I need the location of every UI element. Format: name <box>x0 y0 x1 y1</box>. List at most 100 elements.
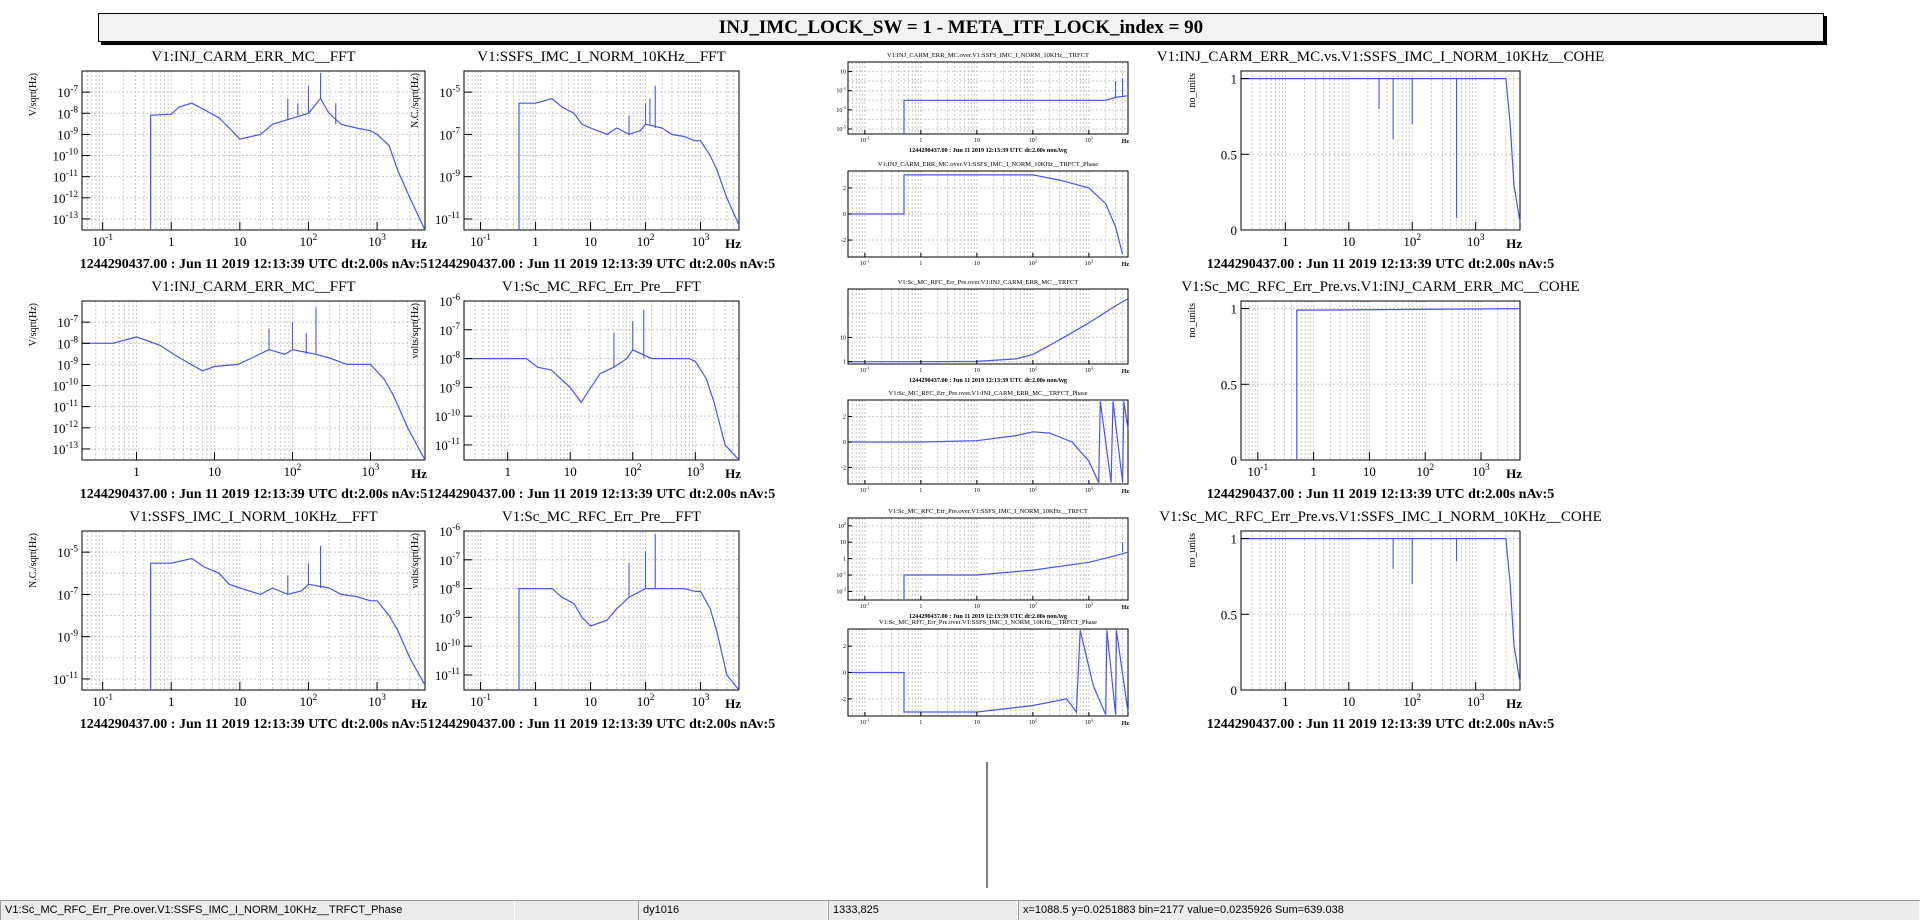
y-tick-label-p1-0: 10-7 <box>57 84 78 100</box>
y-tick-label-p3-3: 10-5 <box>836 124 846 133</box>
chart-p2: 10-1 1 10 102 10310-510-710-910-11V1:SSFS_IM… <box>410 49 775 272</box>
page-title: INJ_IMC_LOCK_SW = 1 - META_ITF_LOCK_inde… <box>98 13 1824 42</box>
chart-footer-p10: 1244290437.00 : Jun 11 2019 12:13:39 UTC… <box>1207 487 1554 502</box>
x-tick-label-p15-1: 10 <box>1342 694 1355 709</box>
grid-p2 <box>463 70 740 230</box>
x-tick-label-p12-0: 10-1 <box>470 693 491 709</box>
y-tick-label-p1-1: 10-8 <box>57 105 78 121</box>
x-tick-label-p14-3: 102 <box>1029 717 1037 726</box>
chart-p1: 10-1 1 10 102 10310-710-810-910-1010-1110-12… <box>28 49 427 272</box>
y-tick-label-p1-3: 10-10 <box>53 148 79 164</box>
x-axis-label-p6: Hz <box>411 466 427 481</box>
y-tick-label-p6-5: 10-12 <box>53 420 79 436</box>
chart-title-p8: V1:Sc_MC_RFC_Err_Pre.over.V1:INJ_CARM_ER… <box>898 279 1079 286</box>
x-tick-label-p6-1: 10 <box>208 464 221 479</box>
x-tick-label-p9-2: 10 <box>974 488 980 494</box>
y-tick-label-p12-1: 10-7 <box>439 552 460 568</box>
y-tick-label-p4-0: 2 <box>843 186 846 192</box>
y-tick-label-p12-2: 10-8 <box>439 581 460 597</box>
x-tick-label-p2-2: 10 <box>584 234 597 249</box>
x-tick-label-p13-3: 102 <box>1029 601 1037 610</box>
chart-footer-p1: 1244290437.00 : Jun 11 2019 12:13:39 UTC… <box>80 257 427 272</box>
x-axis-label-p14: Hz <box>1122 721 1130 727</box>
x-tick-label-p10-4: 103 <box>1472 463 1490 479</box>
y-axis-label-p12: volts/sqrt(Hz) <box>410 533 421 589</box>
x-tick-label-p14-4: 103 <box>1085 717 1093 726</box>
x-axis-label-p15: Hz <box>1506 696 1522 711</box>
plot-frame-p12 <box>463 530 740 691</box>
y-tick-label-p9-2: -2 <box>841 465 846 471</box>
y-tick-label-p14-1: 0 <box>843 671 846 677</box>
x-tick-label-p3-1: 1 <box>919 138 922 144</box>
x-tick-label-p1-3: 102 <box>300 233 318 249</box>
x-tick-label-p5-1: 10 <box>1342 234 1355 249</box>
y-tick-label-p6-6: 10-13 <box>53 441 79 457</box>
chart-footer-p5: 1244290437.00 : Jun 11 2019 12:13:39 UTC… <box>1207 257 1554 272</box>
plot-frame-p15 <box>1240 530 1521 691</box>
grid-p11 <box>81 530 426 690</box>
x-tick-label-p1-0: 10-1 <box>92 233 113 249</box>
y-tick-label-p4-2: -2 <box>841 238 846 244</box>
x-tick-label-p15-3: 103 <box>1467 693 1485 709</box>
x-tick-label-p14-1: 1 <box>919 720 922 726</box>
x-tick-label-p8-1: 1 <box>919 368 922 374</box>
x-tick-label-p7-1: 10 <box>564 464 577 479</box>
chart-title-p13: V1:Sc_MC_RFC_Err_Pre.over.V1:SSFS_IMC_I_… <box>888 508 1088 515</box>
y-tick-label-p11-1: 10-7 <box>57 587 78 603</box>
grid-p15 <box>1240 531 1521 691</box>
y-tick-label-p13-0: 102 <box>838 521 846 530</box>
plot-frame-p3 <box>847 61 1129 135</box>
x-tick-label-p2-1: 1 <box>532 234 539 249</box>
plot-frame-p11 <box>81 530 426 691</box>
grid-p7 <box>463 300 740 460</box>
chart-title-p11: V1:SSFS_IMC_I_NORM_10KHz__FFT <box>129 509 377 525</box>
y-tick-label-p5-0: 1 <box>1231 72 1238 87</box>
chart-p5: 1 10 102 103 1 0.5 0 V1:INJ_CARM_ERR_MC.vs.V1:S… <box>1157 49 1605 272</box>
x-tick-label-p12-1: 1 <box>532 694 539 709</box>
x-tick-label-p6-0: 1 <box>133 464 140 479</box>
series-line-p5 <box>1241 77 1521 223</box>
x-tick-label-p10-3: 102 <box>1416 463 1434 479</box>
chart-footer-p3: 1244290437.00 : Jun 11 2019 12:13:39 UTC… <box>909 147 1068 154</box>
grid-p10 <box>1240 301 1521 461</box>
y-tick-label-p3-0: 10 <box>840 70 846 76</box>
chart-title-p2: V1:SSFS_IMC_I_NORM_10KHz__FFT <box>477 49 725 65</box>
y-tick-label-p11-0: 10-5 <box>57 544 78 560</box>
x-axis-label-p10: Hz <box>1506 466 1522 481</box>
series-line-p2 <box>518 97 740 230</box>
y-tick-label-p3-2: 10-3 <box>836 105 846 114</box>
y-tick-label-p10-1: 0.5 <box>1221 377 1237 392</box>
chart-footer-p13: 1244290437.00 : Jun 11 2019 12:13:39 UTC… <box>909 613 1068 620</box>
y-tick-label-p2-0: 10-5 <box>439 84 460 100</box>
x-axis-label-p11: Hz <box>411 696 427 711</box>
x-tick-label-p8-3: 102 <box>1029 365 1037 374</box>
x-tick-label-p12-3: 102 <box>637 693 655 709</box>
plot-frame-p1 <box>81 70 426 231</box>
chart-p15: 1 10 102 103 1 0.5 0 V1:Sc_MC_RFC_Err_Pre.vs.V1… <box>1159 509 1602 732</box>
x-tick-label-p3-3: 102 <box>1029 135 1037 144</box>
x-tick-label-p9-1: 1 <box>919 488 922 494</box>
x-tick-label-p5-3: 103 <box>1467 233 1485 249</box>
grid-p1 <box>81 70 426 230</box>
y-axis-label-p1: V/sqrt(Hz) <box>28 73 39 116</box>
y-tick-label-p13-2: 1 <box>843 557 846 563</box>
grid-p5 <box>1240 71 1521 231</box>
series-line-p11 <box>150 557 426 690</box>
x-tick-label-p9-0: 10-1 <box>860 485 870 494</box>
y-tick-label-p8-1: 1 <box>843 360 846 366</box>
y-tick-label-p5-1: 0.5 <box>1221 147 1237 162</box>
x-tick-label-p3-0: 10-1 <box>860 135 870 144</box>
x-tick-label-p1-2: 10 <box>233 234 246 249</box>
chart-title-p1: V1:INJ_CARM_ERR_MC__FFT <box>151 49 355 65</box>
y-tick-label-p11-3: 10-11 <box>53 671 78 687</box>
chart-title-p7: V1:Sc_MC_RFC_Err_Pre__FFT <box>502 279 701 295</box>
y-tick-label-p8-0: 10 <box>840 335 846 341</box>
chart-p4: 10-1 1 10 102 103 2 0 -2 V1:INJ_CARM_ERR_MC.over… <box>841 161 1129 268</box>
plot-frame-p5 <box>1240 70 1521 231</box>
y-tick-label-p9-1: 0 <box>843 440 846 446</box>
chart-p3: 10-1 1 10 102 103 10 10-1 10-3 10-5 V1:INJ_CARM_E… <box>836 52 1129 154</box>
grid-p13 <box>847 518 1129 600</box>
x-axis-label-p12: Hz <box>725 696 741 711</box>
x-tick-label-p8-0: 10-1 <box>860 365 870 374</box>
plot-canvas[interactable]: 10-1 1 10 102 10310-710-810-910-1010-1110-12… <box>0 0 1920 900</box>
